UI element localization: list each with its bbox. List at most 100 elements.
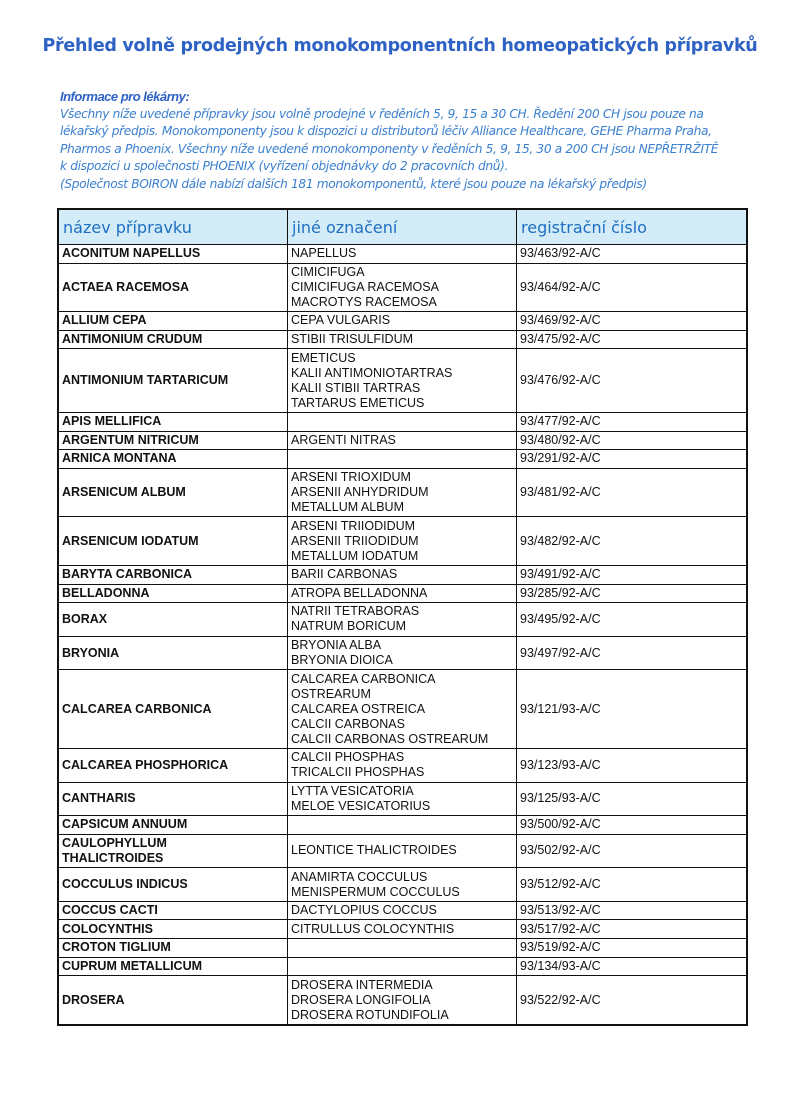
other-name-line: LEONTICE THALICTROIDES [291, 843, 457, 858]
header-product-name: název přípravku [57, 208, 288, 245]
table-row: BARYTA CARBONICA BARII CARBONAS 93/491/92-… [57, 564, 748, 585]
other-name-line: BRYONIA ALBA [291, 638, 382, 653]
product-name: ARGENTUM NITRICUM [57, 430, 288, 451]
product-name-line: ACONITUM NAPELLUS [62, 246, 201, 261]
other-name: EMETICUS KALII ANTIMONIOTARTRAS KALII STIB… [287, 348, 517, 413]
registration-number: 93/475/92-A/C [516, 329, 748, 350]
other-name-line: METALLUM ALBUM [291, 500, 404, 515]
other-name: BRYONIA ALBA BRYONIA DIOICA [287, 635, 517, 671]
registration-number: 93/291/92-A/C [516, 449, 748, 469]
table-row: ACONITUM NAPELLUS NAPELLUS 93/463/92-A/C [57, 244, 748, 264]
product-name: APIS MELLIFICA [57, 411, 288, 432]
product-table: název přípravku jiné označení registračn… [57, 208, 748, 1026]
other-name-line: CITRULLUS COLOCYNTHIS [291, 921, 455, 936]
other-name-line: ARSENII ANHYDRIDUM [291, 485, 429, 500]
other-name-line: EMETICUS [291, 350, 356, 365]
product-name-line: THALICTROIDES [62, 850, 164, 865]
registration-number: 93/469/92-A/C [516, 311, 748, 331]
other-name [287, 411, 517, 432]
info-heading: Informace pro lékárny: [60, 89, 190, 104]
other-name: ARGENTI NITRAS [287, 430, 517, 451]
other-name-line: CIMICIFUGA [291, 264, 365, 279]
other-name: DROSERA INTERMEDIA DROSERA LONGIFOLIA DROS… [287, 975, 517, 1026]
product-name-line: APIS MELLIFICA [62, 414, 162, 429]
product-name: BARYTA CARBONICA [57, 564, 288, 585]
registration-number: 93/480/92-A/C [516, 430, 748, 451]
other-name-line: OSTREARUM [291, 686, 371, 701]
other-name-line: DROSERA ROTUNDIFOLIA [291, 1007, 449, 1022]
product-name-line: CAULOPHYLLUM [62, 835, 167, 850]
other-name: NAPELLUS [287, 244, 517, 264]
info-line: Všechny níže uvedené přípravky jsou voln… [60, 106, 704, 121]
product-name-line: COLOCYNTHIS [62, 921, 153, 936]
product-name-line: ARNICA MONTANA [62, 451, 177, 466]
product-name: BORAX [57, 602, 288, 637]
product-name-line: COCCUS CACTI [62, 903, 158, 918]
other-name-line: KALII ANTIMONIOTARTRAS [291, 365, 453, 380]
other-name-line: CALCII CARBONAS [291, 716, 405, 731]
other-name-line: DROSERA LONGIFOLIA [291, 992, 431, 1007]
table-row: ACTAEA RACEMOSA CIMICIFUGA CIMICIFUGA RACE… [57, 262, 748, 313]
registration-number: 93/497/92-A/C [516, 635, 748, 671]
other-name-line: DACTYLOPIUS COCCUS [291, 903, 437, 918]
table-row: CALCAREA PHOSPHORICA CALCII PHOSPHAS TRICA… [57, 747, 748, 783]
other-name-line: KALII STIBII TARTRAS [291, 380, 421, 395]
registration-number: 93/464/92-A/C [516, 262, 748, 313]
info-line: k dispozici u společnosti PHOENIX (vyříz… [60, 159, 509, 173]
table-row: COLOCYNTHIS CITRULLUS COLOCYNTHIS 93/517/9… [57, 919, 748, 940]
other-name [287, 938, 517, 958]
table-row: ALLIUM CEPA CEPA VULGARIS 93/469/92-A/C [57, 311, 748, 331]
other-name: NATRII TETRABORAS NATRUM BORICUM [287, 602, 517, 637]
registration-number: 93/123/93-A/C [516, 747, 748, 783]
other-name-line: DROSERA INTERMEDIA [291, 977, 433, 992]
other-name: LEONTICE THALICTROIDES [287, 833, 517, 869]
product-name-line: CUPRUM METALLICUM [62, 958, 203, 973]
info-line: (Společnost BOIRON dále nabízí dalších 1… [60, 176, 647, 191]
product-name: ANTIMONIUM TARTARICUM [57, 348, 288, 413]
other-name-line: ARSENI TRIIODIDUM [291, 518, 416, 533]
registration-number: 93/495/92-A/C [516, 602, 748, 637]
registration-number: 93/512/92-A/C [516, 867, 748, 902]
product-name-line: CALCAREA CARBONICA [62, 701, 212, 716]
other-name-line: BARII CARBONAS [291, 567, 398, 582]
registration-number: 93/519/92-A/C [516, 938, 748, 958]
other-name-line: ARGENTI NITRAS [291, 432, 396, 447]
other-name-line: CALCII CARBONAS OSTREARUM [291, 731, 489, 746]
table-row: APIS MELLIFICA 93/477/92-A/C [57, 411, 748, 432]
registration-number: 93/502/92-A/C [516, 833, 748, 869]
product-name: CAULOPHYLLUM THALICTROIDES [57, 833, 288, 869]
product-name: CAPSICUM ANNUUM [57, 815, 288, 835]
product-name-line: DROSERA [62, 992, 125, 1007]
other-name: CALCAREA CARBONICA OSTREARUM CALCAREA OSTR… [287, 669, 517, 749]
other-name: CIMICIFUGA CIMICIFUGA RACEMOSA MACROTYS RA… [287, 262, 517, 313]
table-row: ARSENICUM IODATUM ARSENI TRIIODIDUM ARSENI… [57, 516, 748, 566]
table-row: ARSENICUM ALBUM ARSENI TRIOXIDUM ARSENII A… [57, 467, 748, 518]
product-name-line: ANTIMONIUM CRUDUM [62, 332, 203, 347]
product-name: BRYONIA [57, 635, 288, 671]
product-name: ACONITUM NAPELLUS [57, 244, 288, 264]
product-name: ARSENICUM ALBUM [57, 467, 288, 518]
other-name-line: ARSENI TRIOXIDUM [291, 470, 411, 485]
product-name-line: ACTAEA RACEMOSA [62, 279, 190, 294]
product-name-line: BELLADONNA [62, 585, 150, 600]
page-title: Přehled volně prodejných monokomponentní… [42, 36, 758, 56]
product-name: CUPRUM METALLICUM [57, 956, 288, 977]
other-name-line: ATROPA BELLADONNA [291, 585, 428, 600]
table-row: BRYONIA BRYONIA ALBA BRYONIA DIOICA 93/497/… [57, 635, 748, 671]
table-row: ANTIMONIUM TARTARICUM EMETICUS KALII ANTIM… [57, 348, 748, 413]
table-row: COCCUS CACTI DACTYLOPIUS COCCUS 93/513/92-… [57, 900, 748, 921]
other-name-line: CIMICIFUGA RACEMOSA [291, 279, 439, 294]
registration-number: 93/285/92-A/C [516, 583, 748, 604]
product-name-line: BRYONIA [62, 645, 120, 660]
other-name-line: NATRUM BORICUM [291, 619, 407, 634]
registration-number: 93/134/93-A/C [516, 956, 748, 977]
other-name [287, 815, 517, 835]
table-row: CROTON TIGLIUM 93/519/92-A/C [57, 938, 748, 958]
other-name-line: LYTTA VESICATORIA [291, 783, 414, 798]
product-name: BELLADONNA [57, 583, 288, 604]
header-registration-number: registrační číslo [516, 208, 748, 245]
other-name [287, 449, 517, 469]
registration-number: 93/125/93-A/C [516, 781, 748, 817]
product-name-line: ALLIUM CEPA [62, 313, 147, 328]
other-name-line: MACROTYS RACEMOSA [291, 294, 437, 309]
